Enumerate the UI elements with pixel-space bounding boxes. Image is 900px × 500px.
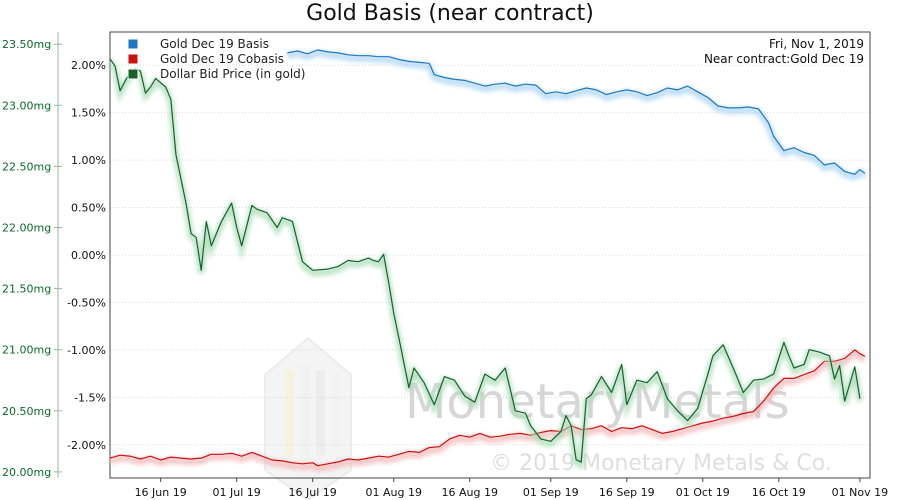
- left-axis-tick-label: 20.50mg: [2, 405, 51, 418]
- legend-swatch: [127, 38, 139, 50]
- x-tick-label: 16 Oct 19: [752, 486, 806, 499]
- monetary-metals-logo-icon: [264, 336, 352, 500]
- series-1: [109, 349, 867, 472]
- series-line: [109, 58, 861, 463]
- x-axis-ticks: 16 Jun 19 01 Jul 19 16 Jul 19 01 Aug 19 16 A…: [135, 478, 888, 499]
- left-axis-tick-label: 23.00mg: [2, 99, 51, 112]
- right-axis-tick-label: -0.50%: [67, 296, 106, 309]
- legend-label: Dollar Bid Price (in gold): [160, 67, 305, 81]
- x-tick-label: 01 Aug 19: [365, 486, 421, 499]
- contract-label: Near contract:Gold Dec 19: [704, 52, 864, 66]
- right-axis-ticks: 2.00% 1.50% 1.00% 0.50% 0.00% -0.50% -1.00% -1.…: [67, 59, 106, 452]
- watermark-copyright: © 2019 Monetary Metals & Co.: [490, 451, 832, 476]
- series-glow: [286, 49, 867, 181]
- x-tick-label: 01 Oct 19: [676, 486, 730, 499]
- legend-label: Gold Dec 19 Basis: [160, 37, 269, 51]
- series-2: [107, 58, 863, 470]
- right-axis-tick-label: 1.50%: [71, 107, 106, 120]
- date-label: Fri, Nov 1, 2019: [769, 37, 864, 51]
- left-axis-tick-label: 21.00mg: [2, 344, 51, 357]
- chart-title: Gold Basis (near contract): [306, 1, 594, 26]
- right-axis-tick-label: 2.00%: [71, 59, 106, 72]
- x-tick-label: 16 Jun 19: [135, 486, 187, 499]
- legend-swatch: [127, 53, 139, 65]
- right-axis-tick-label: -2.00%: [67, 439, 106, 452]
- series-glow: [109, 349, 867, 472]
- left-axis-ticks: 23.50mg 23.00mg 22.50mg 22.00mg 21.50mg 21.00…: [2, 38, 62, 479]
- right-axis-tick-label: -1.5%: [74, 391, 106, 404]
- legend-label: Gold Dec 19 Cobasis: [160, 52, 284, 66]
- x-tick-label: 16 Jul 19: [289, 486, 337, 499]
- series-0: [286, 49, 867, 181]
- right-axis-tick-label: 1.00%: [71, 154, 106, 167]
- x-tick-label: 16 Aug 19: [441, 486, 497, 499]
- plot-border: [109, 31, 871, 479]
- right-axis-tick-label: 0.50%: [71, 202, 106, 215]
- x-tick-label: 16 Sep 19: [599, 486, 655, 499]
- series-layer: [107, 49, 867, 472]
- right-axis-tick-label: -1.00%: [67, 344, 106, 357]
- x-tick-label: 01 Jul 19: [213, 486, 261, 499]
- left-axis-tick-label: 20.00mg: [2, 466, 51, 479]
- series-line: [287, 49, 866, 175]
- x-tick-label: 01 Sep 19: [523, 486, 579, 499]
- legend-swatch: [127, 68, 139, 80]
- left-axis-tick-label: 21.50mg: [2, 283, 51, 296]
- right-axis-tick-label: 0.00%: [71, 249, 106, 262]
- left-axis-tick-label: 23.50mg: [2, 38, 51, 51]
- watermark: MonetaryMetals © 2019 Monetary Metals & …: [264, 336, 832, 500]
- grid: [110, 64, 870, 446]
- left-axis-tick-label: 22.00mg: [2, 222, 51, 235]
- series-line: [109, 349, 866, 467]
- x-tick-label: 01 Nov 19: [832, 486, 888, 499]
- left-axis-tick-label: 22.50mg: [2, 160, 51, 173]
